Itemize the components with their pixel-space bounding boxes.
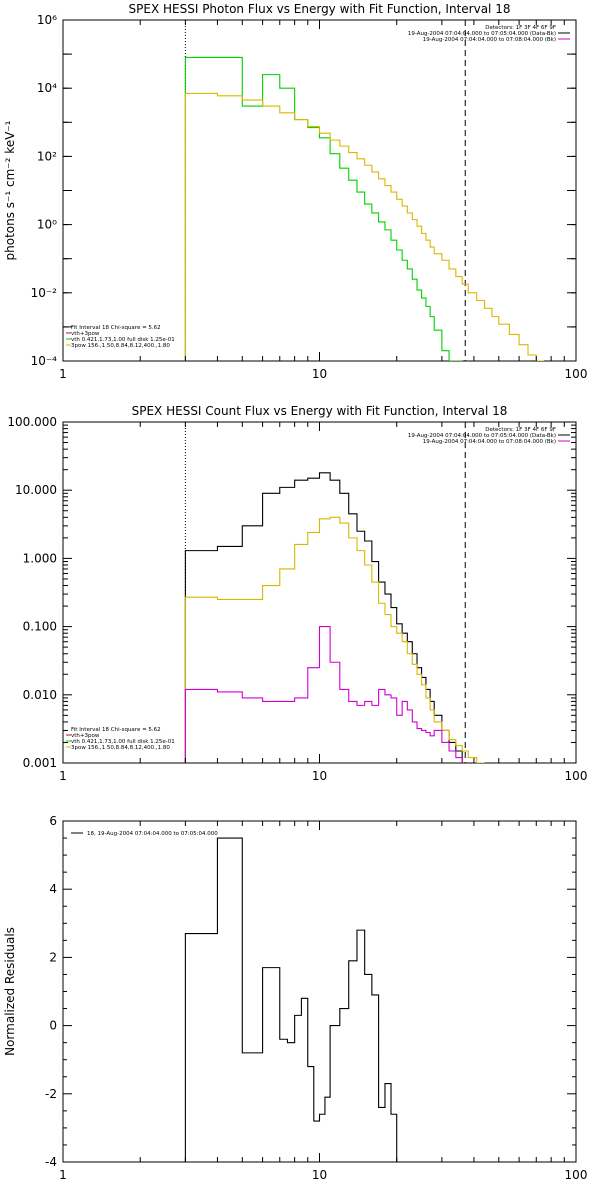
series-line [184, 92, 544, 361]
plot-frame [62, 19, 577, 362]
legend-label: 18, 19-Aug-2004 07:04:04.000 to 07:05:04… [87, 831, 218, 837]
info-text: Detectors: 1F 3F 4F 6F 9F [485, 25, 556, 31]
chart-title: SPEX HESSI Photon Flux vs Energy with Fi… [129, 2, 511, 16]
x-tick-label: 1 [59, 769, 67, 783]
y-axis-label: photons s⁻¹ cm⁻² keV⁻¹ [3, 120, 17, 260]
y-tick-label: 2 [49, 950, 57, 964]
y-tick-label: 100.000 [7, 415, 57, 429]
series-line [184, 56, 463, 361]
series-line [184, 626, 463, 763]
y-tick-label: 0.010 [23, 688, 57, 702]
chart-panel-3: 1 10 100 -4 -2 0 2 4 6 Normalized Residuals 18, 19… [3, 814, 587, 1182]
legend-label: Fit Interval 18 Chi-square = 5.62 [71, 325, 161, 331]
chart-panel-2: SPEX HESSI Count Flux vs Energy with Fit… [7, 404, 587, 783]
x-tick-label: 100 [565, 769, 588, 783]
legend-label: vth+3pow [71, 733, 100, 739]
series-line [184, 472, 477, 763]
y-axis-label: Normalized Residuals [3, 927, 17, 1056]
y-tick-label: 10² [37, 149, 57, 163]
y-tick-label: 1.000 [23, 551, 57, 565]
x-tick-label: 10 [312, 367, 327, 381]
y-tick-label: 10⁰ [37, 218, 57, 232]
y-tick-label: -4 [45, 1155, 57, 1169]
plot-frame [62, 820, 577, 1163]
series-line [184, 837, 472, 1162]
chart-title: SPEX HESSI Count Flux vs Energy with Fit… [132, 404, 508, 418]
info-text: Detectors: 1F 3F 4F 6F 9F [485, 427, 556, 433]
legend-label: vth 0.421,1.73,1.00 full disk 1.25e-01 [71, 337, 175, 343]
x-tick-label: 10 [312, 769, 327, 783]
legend-label: 3pow 156.,1.50,8.84,8.12,400.,1.80 [71, 343, 170, 349]
x-tick-label: 1 [59, 1168, 67, 1182]
y-tick-label: 0.100 [23, 620, 57, 634]
y-tick-label: 10⁴ [37, 81, 57, 95]
info-text: 19-Aug-2004 07:04:04.000 to 07:05:04.000… [408, 433, 556, 439]
x-tick-label: 100 [565, 1168, 588, 1182]
info-text: 19-Aug-2004 07:04:04.000 to 07:08:04.000… [423, 37, 556, 43]
info-text: 19-Aug-2004 07:04:04.000 to 07:08:04.000… [423, 439, 556, 445]
legend-label: vth+3pow [71, 331, 100, 337]
x-tick-label: 10 [312, 1168, 327, 1182]
y-tick-label: 0 [49, 1019, 57, 1033]
chart-panel-1: SPEX HESSI Photon Flux vs Energy with Fi… [3, 2, 587, 381]
info-text: 19-Aug-2004 07:04:04.000 to 07:05:04.000… [408, 31, 556, 37]
legend-label: Fit Interval 18 Chi-square = 5.62 [71, 727, 161, 733]
plot-area [184, 422, 485, 763]
y-tick-label: 10⁶ [37, 13, 57, 27]
legend-label: 3pow 156.,1.50,8.84,8.12,400.,1.80 [71, 745, 170, 751]
x-tick-label: 100 [565, 367, 588, 381]
y-tick-label: 6 [49, 814, 57, 828]
y-tick-label: -2 [45, 1087, 57, 1101]
x-tick-label: 1 [59, 367, 67, 381]
plot-area [184, 20, 544, 361]
y-tick-label: 10⁻² [31, 286, 58, 300]
series-line [184, 516, 485, 763]
y-tick-label: 0.001 [23, 756, 57, 770]
y-tick-label: 10.000 [15, 483, 57, 497]
y-tick-label: 10⁻⁴ [31, 354, 58, 368]
legend-label: vth 0.421,1.73,1.00 full disk 1.25e-01 [71, 739, 175, 745]
plot-area [184, 837, 472, 1162]
y-tick-label: 4 [49, 882, 57, 896]
